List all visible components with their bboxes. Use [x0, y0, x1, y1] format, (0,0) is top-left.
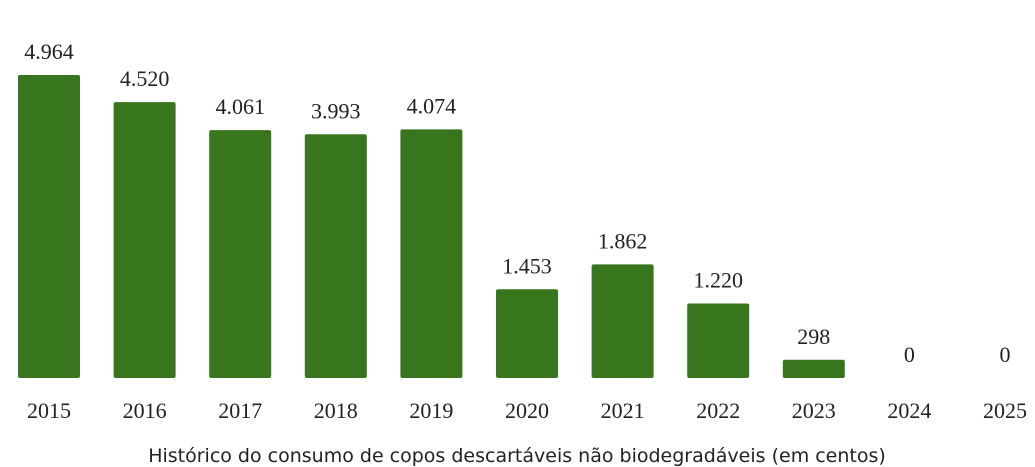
x-tick-label: 2022: [696, 398, 740, 423]
bar: [496, 289, 558, 378]
bar: [304, 134, 367, 378]
x-tick-label: 2015: [27, 398, 71, 423]
data-label: 4.520: [120, 66, 170, 91]
bar: [400, 129, 463, 378]
x-tick-label: 2017: [218, 398, 262, 423]
x-tick-label: 2018: [314, 398, 358, 423]
data-label: 4.074: [407, 93, 457, 118]
data-label: 4.061: [215, 94, 265, 119]
x-tick-label: 2019: [409, 398, 453, 423]
data-label: 0: [904, 342, 915, 367]
bar: [113, 102, 176, 378]
x-tick-label: 2024: [887, 398, 931, 423]
data-label: 3.993: [311, 98, 361, 123]
bar: [18, 75, 80, 378]
x-tick-label: 2020: [505, 398, 549, 423]
data-label: 1.220: [693, 268, 743, 293]
x-tick-label: 2021: [601, 398, 645, 423]
bar: [782, 359, 845, 378]
data-label: 1.862: [598, 228, 648, 253]
data-label: 4.964: [24, 39, 74, 64]
bar: [591, 264, 654, 378]
bar: [209, 130, 272, 378]
chart-title: Histórico do consumo de copos descartáve…: [148, 445, 886, 467]
x-tick-label: 2025: [983, 398, 1027, 423]
x-tick-label: 2023: [792, 398, 836, 423]
data-label: 298: [797, 324, 830, 349]
data-label: 0: [1000, 342, 1011, 367]
x-tick-label: 2016: [123, 398, 167, 423]
data-label: 1.453: [502, 253, 552, 278]
bar: [687, 303, 750, 378]
